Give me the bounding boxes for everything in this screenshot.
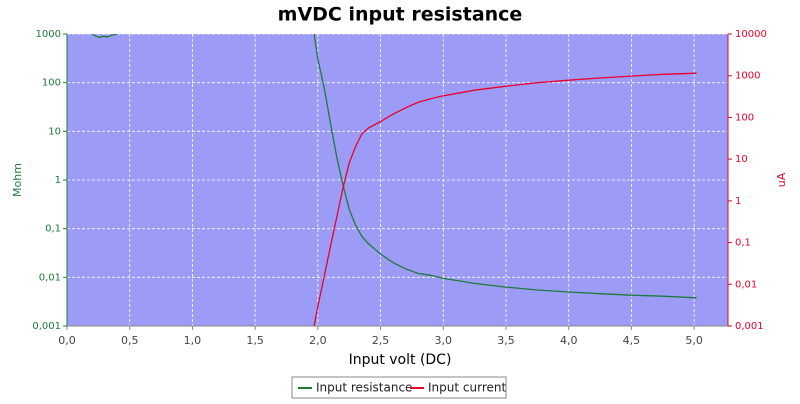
x-tick-label: 5,0 [685,334,703,347]
series-line [91,34,697,299]
series-line [313,72,697,326]
y-tick-label: 10 [48,126,61,137]
legend-label: Input current [428,381,506,395]
chart-title: mVDC input resistance [278,4,523,26]
y2-tick-label: 0,1 [735,238,751,249]
y-tick-label: 0,1 [45,224,61,235]
x-tick-label: 1,5 [246,334,264,347]
y-tick-label: 0,001 [32,321,61,332]
y-tick-label: 1 [55,175,61,186]
x-tick-label: 2,5 [372,334,390,347]
y2-tick-label: 0,01 [735,279,757,290]
y-axis-title: Mohm [11,163,24,197]
y2-tick-label: 100 [735,112,754,123]
y2-tick-label: 1 [735,196,741,207]
x-tick-label: 1,0 [184,334,202,347]
y-tick-label: 100 [42,78,61,89]
y-tick-label: 1000 [36,29,61,40]
legend [291,376,507,399]
y2-axis-title: uA [775,172,788,187]
y2-tick-label: 1000 [735,71,760,82]
y2-tick-label: 10000 [735,29,767,40]
y2-tick-label: 0,001 [735,321,764,332]
x-tick-label: 0,5 [121,334,139,347]
x-tick-label: 3,5 [497,334,515,347]
legend-label: Input resistance [316,381,412,395]
x-tick-label: 2,0 [309,334,327,347]
x-tick-label: 3,0 [435,334,453,347]
x-tick-label: 4,5 [623,334,641,347]
y-tick-label: 0,01 [39,272,61,283]
x-tick-label: 4,0 [560,334,578,347]
y2-tick-label: 10 [735,154,748,165]
x-tick-label: 0,0 [58,334,76,347]
x-axis-title: Input volt (DC) [349,352,452,368]
